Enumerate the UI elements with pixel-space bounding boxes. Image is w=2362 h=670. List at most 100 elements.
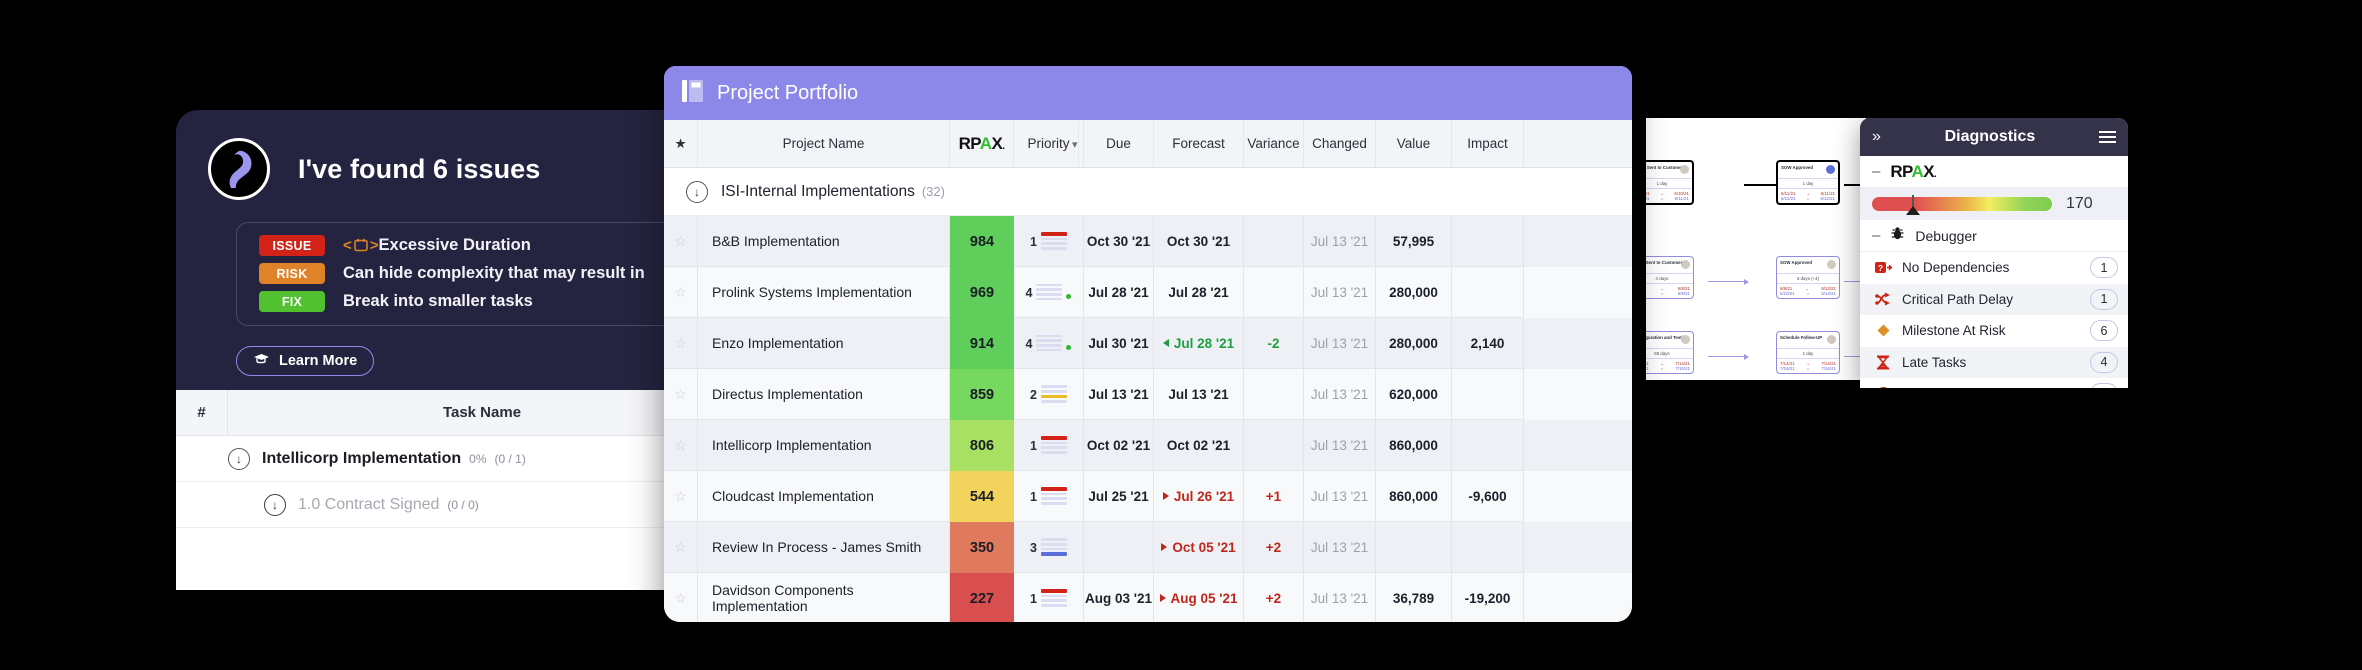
col-header-star[interactable]: ★ xyxy=(664,120,698,167)
flow-node[interactable]: SOW Sent to Customer 1 day 6/10/21→6/10/… xyxy=(1646,160,1694,205)
task-percent: 0% xyxy=(469,451,487,466)
table-row[interactable]: ☆ Review In Process - James Smith 350 3 Oct … xyxy=(664,522,1632,573)
collapse-minus-icon[interactable]: – xyxy=(1872,227,1881,244)
col-header-variance[interactable]: Variance xyxy=(1244,120,1304,167)
double-chevron-right-icon[interactable]: » xyxy=(1872,128,1881,145)
date-start: 6/10/21 xyxy=(1646,361,1649,366)
flow-arrow xyxy=(1844,281,1866,282)
favorite-star-icon[interactable]: ☆ xyxy=(664,420,698,471)
flow-node-duration: 1 day xyxy=(1778,178,1838,188)
priority-cell: 4 xyxy=(1014,318,1084,369)
priority-number: 4 xyxy=(1025,285,1033,300)
table-row[interactable]: ☆ Davidson Components Implementation 227 1 A… xyxy=(664,573,1632,622)
flow-node[interactable]: Schedule Follow-UP 1 day 7/14/21 → 7/14/21… xyxy=(1776,331,1840,374)
portfolio-title: Project Portfolio xyxy=(717,81,859,104)
table-row[interactable]: ☆ Enzo Implementation 914 4 Jul 30 '21 Jul 28… xyxy=(664,318,1632,369)
diagnostic-item[interactable]: Blocked Tasks2 xyxy=(1860,378,2128,388)
due-date: Jul 25 '21 xyxy=(1084,471,1154,522)
avatar xyxy=(1826,165,1835,174)
col-header-forecast[interactable]: Forecast xyxy=(1154,120,1244,167)
no-dependencies-icon: ? xyxy=(1872,261,1894,275)
favorite-star-icon[interactable]: ☆ xyxy=(664,369,698,420)
flow-arrow xyxy=(1708,278,1749,285)
priority-bar xyxy=(1036,293,1063,296)
due-date: Oct 02 '21 xyxy=(1084,420,1154,471)
table-row[interactable]: ☆ Intellicorp Implementation 806 1 Oct 02 '2… xyxy=(664,420,1632,471)
diagnostic-item[interactable]: Milestone At Risk 6 xyxy=(1860,315,2128,347)
priority-bar xyxy=(1040,400,1067,403)
priority-bar xyxy=(1036,348,1063,352)
flow-node[interactable]: Configuration and Testing 65 days 6/10/2… xyxy=(1646,331,1694,374)
group-count: (32) xyxy=(921,184,945,199)
priority-bar xyxy=(1040,542,1067,546)
table-row[interactable]: ☆ B&B Implementation 984 1 Oct 30 '21 Oct 30 … xyxy=(664,216,1632,267)
expand-collapse-icon[interactable]: ↓ xyxy=(686,180,708,203)
favorite-star-icon[interactable]: ☆ xyxy=(664,471,698,522)
col-header-project-name[interactable]: Project Name xyxy=(698,120,950,167)
hourglass-icon xyxy=(1872,355,1894,370)
date-start: 6/10/21 xyxy=(1646,191,1650,196)
flow-node-title: SOW Sent to Customer xyxy=(1646,260,1683,265)
flow-node-duration: 5 days (+4) xyxy=(1777,273,1839,283)
date-end-actual: 6/9/21 xyxy=(1677,291,1690,296)
date-end-actual: 6/12/21 xyxy=(1820,196,1835,201)
diagnostic-item[interactable]: Critical Path Delay 1 xyxy=(1860,283,2128,315)
flow-node-dates: 6/10/21→7/14/21 6/10/21=7/15/21 xyxy=(1646,358,1693,373)
col-header-rpax[interactable]: RPAX. xyxy=(950,120,1014,167)
flow-node-dates: 6/9/21 → 6/13/21 6/10/21 = 6/14/21 xyxy=(1777,283,1839,298)
favorite-star-icon[interactable]: ☆ xyxy=(664,573,698,622)
variance xyxy=(1244,369,1304,420)
hamburger-menu-icon[interactable] xyxy=(2099,131,2116,143)
rpax-gauge[interactable] xyxy=(1872,195,2052,215)
risk-text: Can hide complexity that may result in xyxy=(343,264,645,282)
flow-node[interactable]: SOW Approved 1 day 6/11/21 → 6/11/21 6/12/… xyxy=(1776,160,1840,205)
rpax-score: 350 xyxy=(950,522,1014,573)
table-row[interactable]: ☆ Cloudcast Implementation 544 1 Jul 25 '21 J… xyxy=(664,471,1632,522)
forecast-date: Oct 02 '21 xyxy=(1166,437,1231,453)
impact xyxy=(1452,267,1524,318)
task-row[interactable]: ↓ 1.0 Contract Signed (0 / 0) xyxy=(176,482,736,528)
favorite-star-icon[interactable]: ☆ xyxy=(664,267,698,318)
sort-caret-icon[interactable]: ▾ xyxy=(1072,121,1079,168)
forecast-date: Oct 30 '21 xyxy=(1166,233,1231,249)
changed-date: Jul 13 '21 xyxy=(1304,267,1376,318)
date-start-actual: 6/10/21 xyxy=(1646,366,1649,371)
flow-node[interactable]: SOW Approved 5 days (+4) 6/9/21 → 6/13/21 … xyxy=(1776,256,1840,299)
col-header-impact[interactable]: Impact xyxy=(1452,120,1524,167)
task-row[interactable]: ↓ Intellicorp Implementation 0% (0 / 1) xyxy=(176,436,736,482)
col-header-value[interactable]: Value xyxy=(1376,120,1452,167)
diagnostic-item[interactable]: ? No Dependencies 1 xyxy=(1860,252,2128,284)
col-header-due[interactable]: Due xyxy=(1084,120,1154,167)
expand-collapse-icon[interactable]: ↓ xyxy=(264,493,286,516)
diagnostic-item[interactable]: Late Tasks 4 xyxy=(1860,346,2128,378)
table-row[interactable]: ☆ Prolink Systems Implementation 969 4 Jul 2… xyxy=(664,267,1632,318)
col-header-changed[interactable]: Changed xyxy=(1304,120,1376,167)
issue-summary-box: ISSUE < >Excessive Duration RISK Can hide… xyxy=(236,222,736,326)
priority-number: 3 xyxy=(1030,541,1037,556)
favorite-star-icon[interactable]: ☆ xyxy=(664,522,698,573)
rpax-score: 984 xyxy=(950,216,1014,267)
favorite-star-icon[interactable]: ☆ xyxy=(664,318,698,369)
favorite-star-icon[interactable]: ☆ xyxy=(664,216,698,267)
expand-collapse-icon[interactable]: ↓ xyxy=(228,447,250,470)
priority-bar xyxy=(1040,451,1067,454)
date-end-actual: 7/16/21 xyxy=(1821,366,1836,371)
flow-node[interactable]: SOW Sent to Customer 4 days 6/5/21→6/8/2… xyxy=(1646,256,1694,299)
due-date: Aug 03 '21 xyxy=(1084,573,1154,622)
collapse-minus-icon[interactable]: – xyxy=(1872,163,1881,180)
project-name: Enzo Implementation xyxy=(698,318,950,369)
priority-number: 1 xyxy=(1030,490,1037,505)
changed-date: Jul 13 '21 xyxy=(1304,573,1376,622)
diagnostics-rpax-section[interactable]: – RPAX. xyxy=(1860,156,2128,188)
priority-cell: 1 xyxy=(1014,216,1084,267)
date-start-actual: 7/16/21 xyxy=(1780,366,1795,371)
impact: 2,140 xyxy=(1452,318,1524,369)
priority-bar xyxy=(1040,599,1067,603)
col-header-priority[interactable]: Priority xyxy=(1014,120,1084,167)
learn-more-button[interactable]: Learn More xyxy=(236,346,375,376)
flow-node-duration: 1 day xyxy=(1777,348,1839,358)
diagnostics-debugger-section[interactable]: – Debugger xyxy=(1860,220,2128,252)
priority-bar xyxy=(1040,547,1067,551)
portfolio-group-row[interactable]: ↓ ISI-Internal Implementations (32) xyxy=(664,168,1632,216)
table-row[interactable]: ☆ Directus Implementation 859 2 Jul 13 '21 Ju… xyxy=(664,369,1632,420)
